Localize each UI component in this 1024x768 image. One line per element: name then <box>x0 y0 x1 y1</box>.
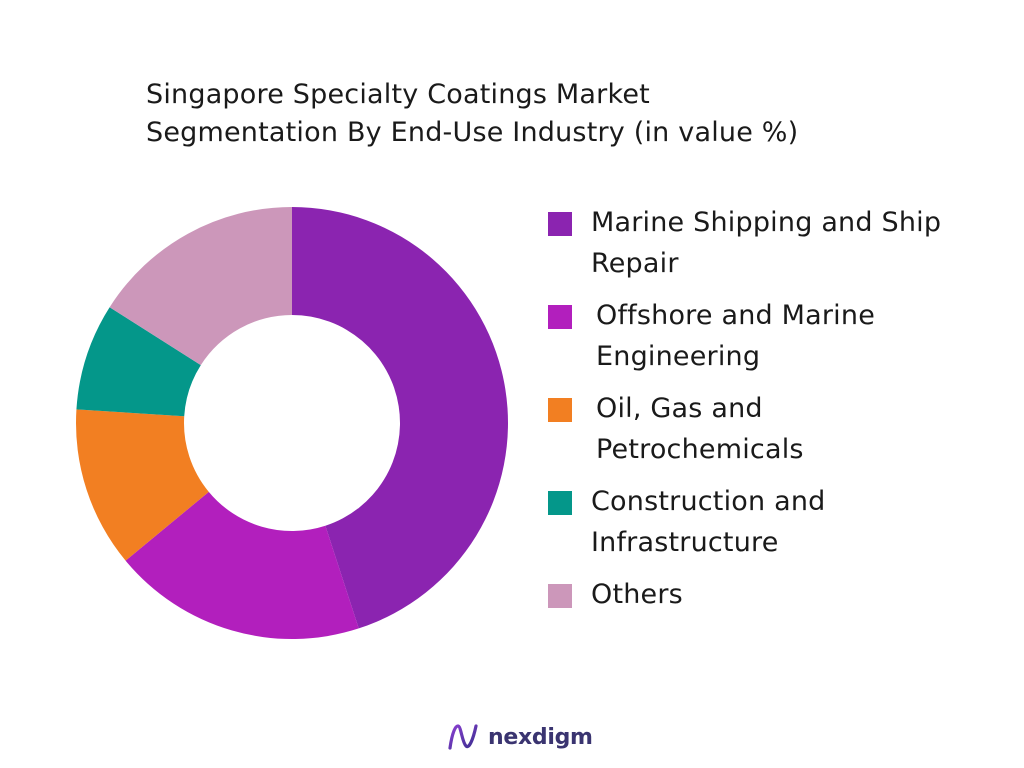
legend-label-line: Offshore and Marine <box>596 300 876 331</box>
legend-label-line: Engineering <box>596 341 761 372</box>
legend-item: Others <box>548 574 988 615</box>
donut-slice-construction-and-infrastructure <box>76 307 201 417</box>
donut-slice-oil-gas-and-petrochemicals <box>75 409 209 561</box>
legend-item: Marine Shipping and Ship Repair <box>548 202 988 284</box>
chart-legend: Marine Shipping and Ship Repair Offshore a… <box>548 202 988 615</box>
donut-chart <box>75 207 509 639</box>
legend-label-line: Repair <box>591 248 679 279</box>
legend-label: Others <box>591 574 683 615</box>
legend-swatch <box>548 212 572 236</box>
legend-label: Oil, Gas and Petrochemicals <box>596 388 804 470</box>
legend-label: Marine Shipping and Ship Repair <box>591 202 941 284</box>
chart-title-line-2: Segmentation By End-Use Industry (in val… <box>146 117 799 148</box>
legend-item: Oil, Gas and Petrochemicals <box>548 388 988 470</box>
legend-label-line: Construction and <box>591 486 826 517</box>
nexdigm-logo-icon <box>448 724 478 750</box>
donut-slice-offshore-and-marine-engineering <box>125 491 359 639</box>
donut-slice-others <box>109 207 292 366</box>
legend-swatch <box>548 584 572 608</box>
legend-label: Offshore and Marine Engineering <box>596 295 875 377</box>
chart-title-line-1: Singapore Specialty Coatings Market <box>146 79 650 110</box>
legend-label-line: Marine Shipping and Ship <box>591 207 942 238</box>
legend-swatch <box>548 398 572 422</box>
donut-slice-marine-shipping-and-ship-repair <box>292 207 509 629</box>
legend-label-line: Oil, Gas and <box>596 393 763 424</box>
legend-item: Offshore and Marine Engineering <box>548 295 988 377</box>
brand-name: nexdigm <box>488 724 593 750</box>
legend-label: Construction and Infrastructure <box>591 481 826 563</box>
legend-swatch <box>548 305 572 329</box>
legend-label-line: Petrochemicals <box>596 434 804 465</box>
brand-logo: nexdigm <box>446 720 593 754</box>
chart-title: Singapore Specialty Coatings Market Segm… <box>146 76 798 152</box>
legend-item: Construction and Infrastructure <box>548 481 988 563</box>
legend-label-line: Infrastructure <box>591 527 779 558</box>
legend-swatch <box>548 491 572 515</box>
legend-label-line: Others <box>591 579 683 610</box>
